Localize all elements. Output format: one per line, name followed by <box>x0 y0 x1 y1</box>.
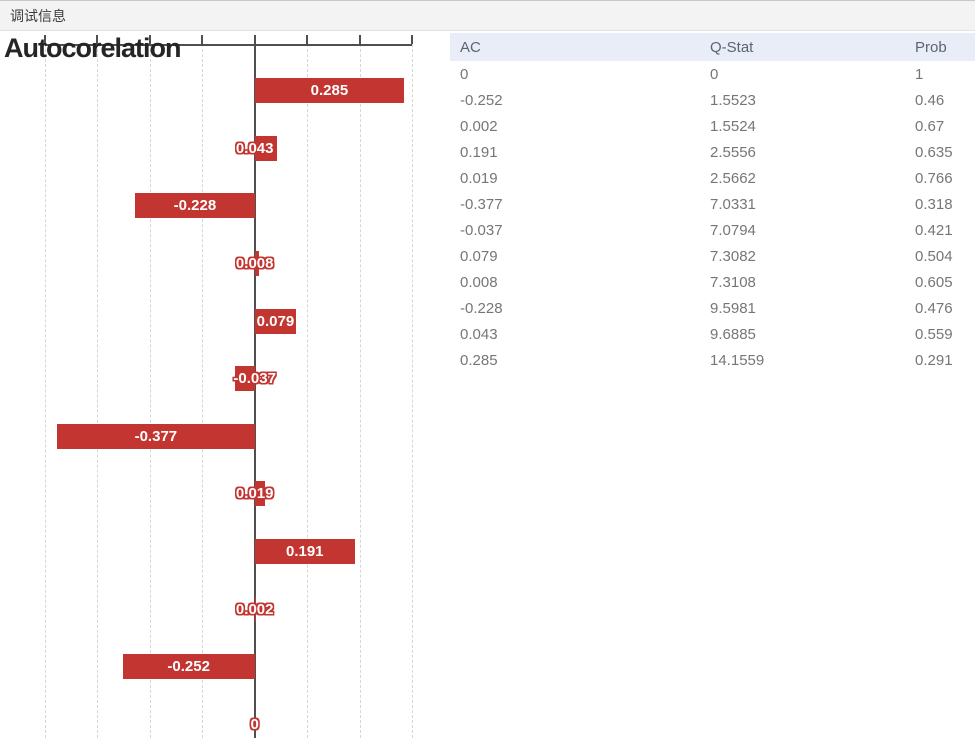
table-cell: 0 <box>460 65 469 83</box>
bar-value-label: 0.043 <box>235 139 274 157</box>
autocorrelation-chart: 0.285 0.043 -0.228 0.008 0.079 -0.037 -0.377 0.… <box>0 31 450 738</box>
autocorrelation-bar[interactable] <box>254 135 278 161</box>
table-cell: 0.318 <box>915 195 953 213</box>
table-header: AC Q-Stat Prob <box>450 33 975 61</box>
table-cell: 0.504 <box>915 247 953 265</box>
axis-tick <box>96 35 99 44</box>
table-row[interactable]: 0.285 14.1559 0.291 <box>450 347 975 373</box>
table-cell: 0.67 <box>915 117 945 135</box>
table-cell: 0.605 <box>915 273 953 291</box>
table-cell: 0.285 <box>460 351 498 369</box>
autocorrelation-bar[interactable] <box>254 308 297 334</box>
table-cell: 0.291 <box>915 351 953 369</box>
table-row[interactable]: 0.019 2.5662 0.766 <box>450 165 975 191</box>
axis-tick <box>306 35 309 44</box>
table-cell: -0.377 <box>460 195 503 213</box>
bar-value-label: -0.037 <box>233 370 276 388</box>
table-row[interactable]: 0.008 7.3108 0.605 <box>450 269 975 295</box>
bar-value-label: 0.019 <box>235 485 274 503</box>
bar-value-label: -0.252 <box>167 658 210 676</box>
table-cell: 7.0331 <box>710 195 756 213</box>
table-cell: 7.3108 <box>710 273 756 291</box>
axis-tick <box>148 35 151 44</box>
table-cell: 0.559 <box>915 325 953 343</box>
table-cell: 0.46 <box>915 91 945 109</box>
column-header-ac[interactable]: AC <box>460 38 481 56</box>
table-cell: 9.6885 <box>710 325 756 343</box>
autocorrelation-bar[interactable] <box>254 78 405 103</box>
vertical-gridline <box>97 44 99 738</box>
table-cell: 0.043 <box>460 325 498 343</box>
vertical-gridline <box>202 44 204 738</box>
bar-value-label: 0 <box>250 716 259 734</box>
table-body: 0 0 1 -0.252 1.5523 0.46 0.002 1.5524 0.67 0.191 2… <box>450 61 975 373</box>
debug-info-titlebar: 调试信息 <box>0 0 975 31</box>
table-cell: 0.002 <box>460 117 498 135</box>
axis-tick <box>358 35 361 44</box>
column-header-q-stat[interactable]: Q-Stat <box>710 38 754 56</box>
autocorrelation-bar[interactable] <box>254 596 256 622</box>
table-cell: 1 <box>915 65 924 83</box>
table-cell: 0 <box>710 65 719 83</box>
stats-table: AC Q-Stat Prob 0 0 1 -0.252 1.5523 0.46 0.002 1.5… <box>450 33 975 373</box>
table-cell: 0.476 <box>915 299 953 317</box>
vertical-gridline <box>149 44 151 738</box>
table-cell: 0.766 <box>915 169 953 187</box>
table-cell: 14.1559 <box>710 351 765 369</box>
table-row[interactable]: 0.002 1.5524 0.67 <box>450 113 975 139</box>
table-cell: 2.5556 <box>710 143 756 161</box>
table-row[interactable]: 0 0 1 <box>450 61 975 87</box>
autocorrelation-bar[interactable] <box>57 423 255 449</box>
vertical-gridline <box>307 44 309 738</box>
table-row[interactable]: -0.377 7.0331 0.318 <box>450 191 975 217</box>
table-row[interactable]: 0.079 7.3082 0.504 <box>450 243 975 269</box>
autocorrelation-bar[interactable] <box>235 366 255 392</box>
table-cell: -0.037 <box>460 221 503 239</box>
table-cell: 0.421 <box>915 221 953 239</box>
table-cell: -0.228 <box>460 299 503 317</box>
chart-title: Autocorelation <box>4 33 182 63</box>
table-row[interactable]: 0.191 2.5556 0.635 <box>450 139 975 165</box>
autocorrelation-bar[interactable] <box>254 539 355 565</box>
table-cell: 0.019 <box>460 169 498 187</box>
table-row[interactable]: -0.037 7.0794 0.421 <box>450 217 975 243</box>
table-cell: 0.635 <box>915 143 953 161</box>
bar-value-label: -0.228 <box>173 197 217 215</box>
table-cell: 2.5662 <box>710 169 756 187</box>
table-cell: 0.008 <box>460 273 498 291</box>
bar-value-label: 0.191 <box>285 543 324 561</box>
table-cell: 0.191 <box>460 143 498 161</box>
axis-tick <box>253 35 256 44</box>
table-cell: -0.252 <box>460 91 503 109</box>
bar-value-label: 0.079 <box>256 312 295 330</box>
vertical-gridline <box>359 44 361 738</box>
table-cell: 7.0794 <box>710 221 756 239</box>
autocorrelation-bar[interactable] <box>122 654 255 680</box>
bar-value-label: -0.377 <box>134 427 178 445</box>
table-cell: 0.079 <box>460 247 498 265</box>
autocorrelation-bar[interactable] <box>135 193 255 219</box>
table-cell: 1.5524 <box>710 117 756 135</box>
table-row[interactable]: 0.043 9.6885 0.559 <box>450 321 975 347</box>
table-cell: 9.5981 <box>710 299 756 317</box>
autocorrelation-bar[interactable] <box>254 481 265 507</box>
chart-top-axis <box>45 44 412 46</box>
autocorrelation-bar[interactable] <box>254 250 259 276</box>
column-header-prob[interactable]: Prob <box>915 38 947 56</box>
table-cell: 1.5523 <box>710 91 756 109</box>
vertical-gridline <box>45 44 46 738</box>
bar-value-label: 0.002 <box>235 600 274 618</box>
vertical-gridline <box>412 44 413 738</box>
axis-tick <box>44 35 46 44</box>
axis-tick <box>201 35 204 44</box>
bar-value-label: 0.008 <box>235 254 274 272</box>
table-row[interactable]: -0.228 9.5981 0.476 <box>450 295 975 321</box>
debug-info-title: 调试信息 <box>10 7 66 24</box>
bar-value-label: 0.285 <box>310 82 349 99</box>
table-row[interactable]: -0.252 1.5523 0.46 <box>450 87 975 113</box>
table-cell: 7.3082 <box>710 247 756 265</box>
axis-tick <box>411 35 413 44</box>
zero-axis-line <box>253 44 256 738</box>
